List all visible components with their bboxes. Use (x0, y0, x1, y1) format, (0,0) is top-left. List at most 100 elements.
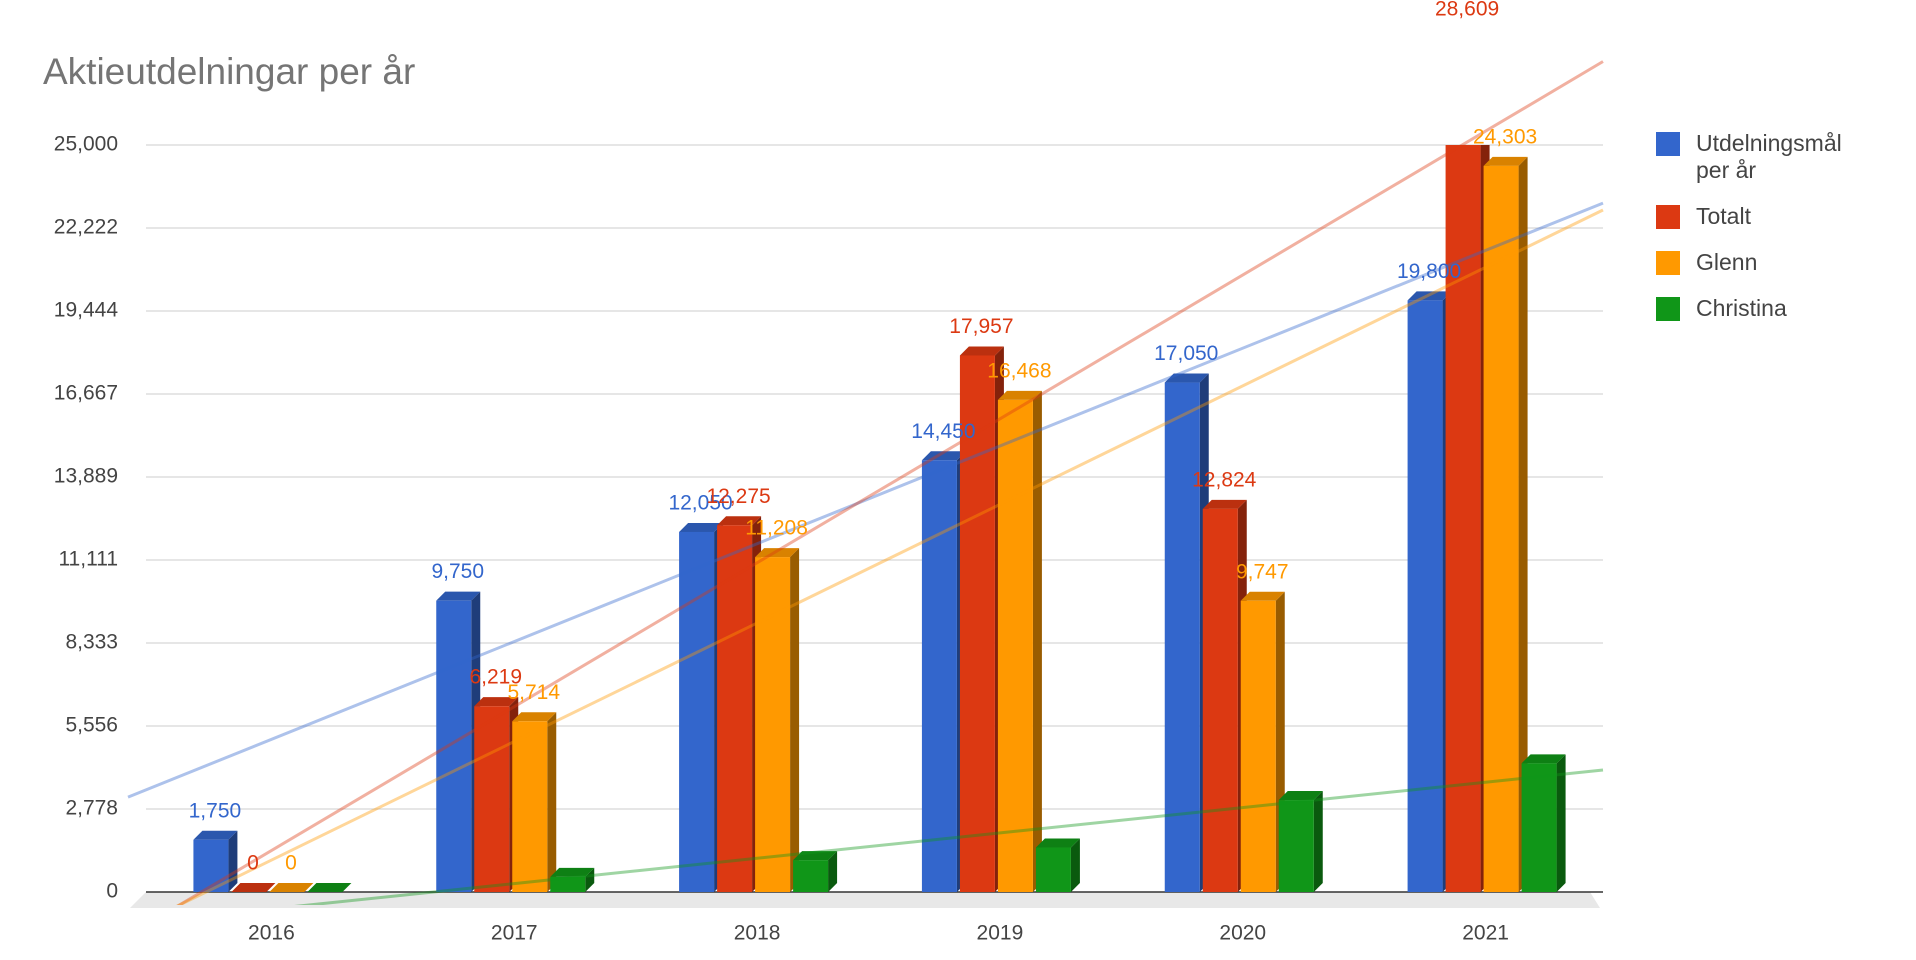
bar-top (1164, 373, 1209, 383)
data-label: 5,714 (507, 681, 560, 704)
bar-side (1032, 390, 1042, 892)
data-label: 24,303 (1473, 125, 1537, 148)
bar-top (1446, 28, 1490, 37)
data-label: 12,275 (706, 485, 770, 508)
bar-top (1483, 156, 1528, 166)
y-tick-label: 5,556 (65, 714, 118, 737)
bar (1407, 300, 1443, 893)
x-tick-label: 2017 (491, 922, 538, 945)
bar-top (436, 591, 481, 601)
bar-top (755, 548, 800, 558)
bar-side (228, 830, 238, 892)
trendline (294, 768, 1604, 905)
bar-top (793, 851, 838, 861)
bar-side (547, 712, 557, 892)
legend-label: Utdelningsmål per år (1696, 130, 1842, 183)
bar-top (1240, 591, 1285, 601)
trendlines (127, 60, 1604, 905)
data-label: 0 (285, 852, 297, 875)
data-label: 12,050 (668, 491, 732, 514)
legend-label: Glenn (1696, 249, 1758, 275)
bar-top (269, 883, 314, 892)
bar (997, 399, 1033, 892)
bar-top (959, 346, 1004, 356)
legend: Utdelningsmål per år Totalt Glenn Christina (1656, 130, 1886, 341)
y-tick-label: 11,111 (58, 548, 118, 571)
bar (921, 460, 957, 892)
bar-top (550, 867, 595, 877)
bar-top (679, 522, 724, 532)
y-tick-label: 22,222 (54, 216, 118, 239)
bar (793, 860, 829, 892)
bar-side (1070, 838, 1080, 892)
bar-side (828, 851, 838, 892)
data-label: 19,800 (1397, 260, 1461, 283)
y-tick-label: 2,778 (65, 797, 118, 820)
bar (1278, 800, 1314, 892)
data-label: 9,747 (1236, 560, 1289, 583)
bar (550, 876, 586, 892)
bar-top (193, 830, 238, 840)
data-label: 6,219 (469, 666, 522, 689)
bar (1035, 847, 1071, 892)
bar (679, 531, 715, 892)
legend-item: Totalt (1656, 203, 1886, 230)
trendline (176, 208, 1604, 905)
bar (959, 355, 995, 893)
bar-top (231, 883, 276, 892)
x-tick-label: 2018 (734, 922, 781, 945)
x-tick-label: 2020 (1219, 922, 1266, 945)
bar (474, 706, 510, 892)
legend-label: Christina (1696, 295, 1787, 321)
bar-side (1556, 754, 1566, 892)
bar-top (997, 390, 1042, 400)
legend-swatch (1656, 297, 1680, 321)
legend-label: Totalt (1696, 203, 1751, 229)
trendline (127, 201, 1604, 799)
x-tick-label: 2016 (248, 922, 295, 945)
y-tick-label: 8,333 (65, 631, 118, 654)
bar-side (1518, 156, 1528, 892)
bar (1445, 145, 1481, 892)
bar-top (307, 883, 352, 892)
bar (717, 525, 753, 892)
x-tick-label: 2019 (977, 922, 1024, 945)
legend-item: Utdelningsmål per år (1656, 130, 1886, 184)
chart-title: Aktieutdelningar per år (43, 51, 415, 92)
bar-top (1278, 791, 1323, 801)
bar-side (790, 548, 800, 892)
bars (193, 28, 1566, 893)
bar (1483, 165, 1519, 892)
data-label: 17,050 (1154, 342, 1218, 365)
legend-swatch (1656, 132, 1680, 156)
x-tick-label: 2021 (1462, 922, 1509, 945)
bar-side (1313, 791, 1323, 892)
legend-swatch (1656, 251, 1680, 275)
y-tick-label: 25,000 (54, 133, 118, 156)
bar (1202, 508, 1238, 892)
bar-top (1202, 499, 1247, 509)
y-tick-label: 13,889 (54, 465, 118, 488)
bar-top (1407, 291, 1452, 301)
legend-item: Glenn (1656, 249, 1886, 276)
data-label: 11,208 (745, 517, 808, 540)
bar (512, 721, 548, 892)
bar-top (717, 516, 762, 526)
legend-item: Christina (1656, 295, 1886, 322)
data-label: 12,824 (1192, 468, 1257, 491)
y-tick-label: 19,444 (54, 299, 119, 322)
bar-top (921, 451, 966, 461)
y-tick-label: 0 (106, 880, 118, 903)
data-label: 17,957 (949, 315, 1013, 338)
data-label: 0 (247, 852, 259, 875)
bar-side (585, 867, 595, 892)
bar (193, 839, 229, 892)
bar-top (474, 697, 519, 707)
bar (755, 557, 791, 892)
legend-swatch (1656, 205, 1680, 229)
data-label: 16,468 (987, 359, 1051, 382)
trendline (176, 60, 1604, 905)
floor (130, 892, 1600, 908)
data-label: 1,750 (189, 799, 242, 822)
